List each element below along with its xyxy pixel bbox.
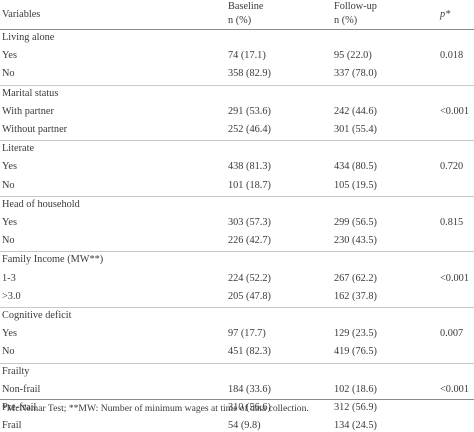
row-label: Non-frail [2,383,41,395]
followup-value: 267 (62.2) [334,272,377,284]
baseline-value: 438 (81.3) [228,161,271,173]
section-title: Family Income (MW**) [2,254,104,266]
baseline-value: 358 (82.9) [228,68,271,80]
baseline-value: 101 (18.7) [228,179,271,191]
p-value: <0.001 [440,105,469,117]
baseline-value: 184 (33.6) [228,383,271,395]
followup-value: 102 (18.6) [334,383,377,395]
followup-value: 162 (37.8) [334,290,377,302]
p-value: 0.815 [440,217,464,228]
header-followup: Follow-up [334,1,377,12]
baseline-value: 97 (17.7) [228,328,266,340]
followup-value: 134 (24.5) [334,420,377,432]
followup-value: 242 (44.6) [334,105,377,117]
row-label: >3.0 [2,290,21,302]
row-label: With partner [2,105,54,117]
followup-value: 419 (76.5) [334,346,377,358]
section-title: Cognitive deficit [2,310,72,321]
row-label: Yes [2,217,17,228]
baseline-value: 224 (52.2) [228,272,271,284]
row-label: Yes [2,328,17,340]
section-title: Literate [2,143,35,155]
row-label: No [2,68,15,80]
section-title: Head of household [2,198,80,210]
row-label: Yes [2,50,17,62]
followup-value: 312 (56.9) [334,402,377,413]
section-divider [0,84,474,86]
row-label: Pre-frail [2,402,37,413]
baseline-value: 310 (56.6) [228,402,271,413]
baseline-value: 74 (17.1) [228,50,266,62]
baseline-value: 252 (46.4) [228,124,271,135]
row-label: No [2,179,15,191]
p-value: 0.007 [440,328,464,340]
baseline-value: 226 (42.7) [228,235,271,247]
header-baseline-unit: n (%) [228,15,252,26]
followup-value: 105 (19.5) [334,179,377,191]
section-divider [0,307,474,308]
section-title: Marital status [2,87,59,99]
p-value: <0.001 [440,272,469,284]
header-variables: Variables [2,9,41,20]
row-label: No [2,235,15,247]
followup-value: 301 (55.4) [334,124,377,135]
section-divider [0,195,474,197]
bottom-rule [0,399,474,400]
section-divider [0,251,474,253]
p-value: <0.001 [440,383,469,395]
followup-value: 129 (23.5) [334,328,377,340]
header-p: p* [440,9,451,20]
section-title: Living alone [2,32,55,43]
header-rule [0,29,474,30]
footnote: *McNemar Test; **MW: Number of minimum w… [2,403,309,414]
baseline-value: 451 (82.3) [228,346,271,358]
section-divider [0,140,474,142]
row-label: No [2,346,15,358]
row-label: Yes [2,161,17,173]
p-value: 0.720 [440,161,464,173]
p-value: 0.018 [440,50,464,62]
followup-value: 95 (22.0) [334,50,372,62]
section-title: Frailty [2,365,30,377]
baseline-value: 54 (9.8) [228,420,261,432]
row-label: Without partner [2,124,68,135]
header-followup-unit: n (%) [334,15,358,26]
header-baseline: Baseline [228,1,264,12]
baseline-value: 303 (57.3) [228,217,271,228]
row-label: 1-3 [2,272,16,284]
baseline-value: 205 (47.8) [228,290,271,302]
followup-value: 337 (78.0) [334,68,377,80]
row-label: Frail [2,420,22,432]
section-divider [0,362,474,364]
followup-value: 434 (80.5) [334,161,377,173]
followup-value: 299 (56.5) [334,217,377,228]
followup-value: 230 (43.5) [334,235,377,247]
baseline-value: 291 (53.6) [228,105,271,117]
